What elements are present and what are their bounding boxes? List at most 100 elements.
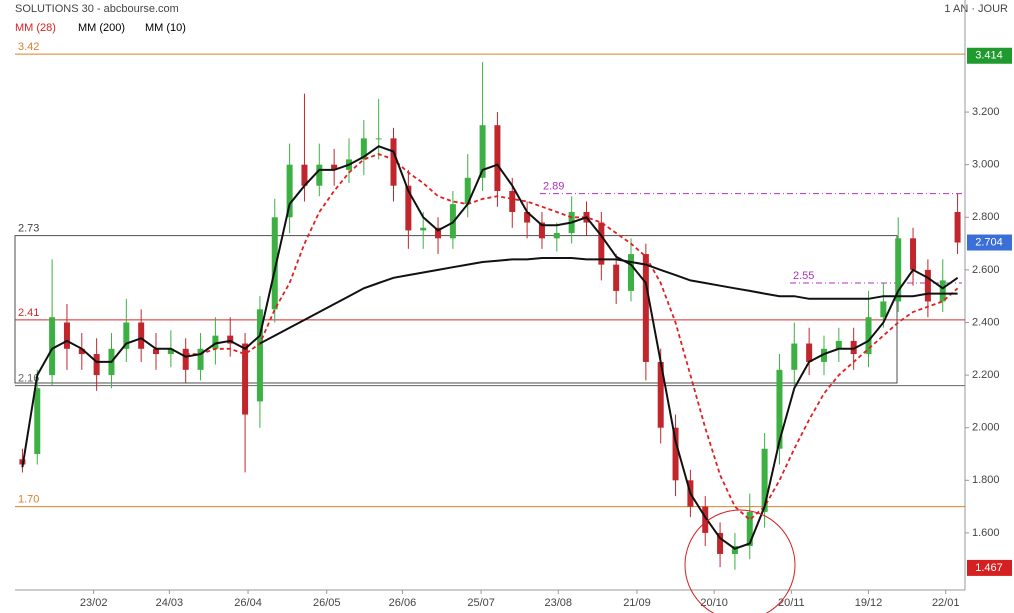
candle-body [271, 217, 278, 310]
candle-body [479, 125, 486, 178]
candle-body [746, 511, 753, 547]
candle-body [524, 212, 531, 223]
ma-line [21, 145, 959, 550]
candle-body [642, 254, 649, 362]
candle-body [227, 335, 234, 344]
level-label: 2.55 [793, 270, 814, 282]
candle-body [924, 269, 931, 302]
candle-body [895, 238, 902, 302]
level-label: 3.42 [18, 41, 39, 53]
x-tick-label: 25/07 [467, 597, 495, 609]
price-badge-label: 2.704 [975, 236, 1003, 248]
candle-body [731, 546, 738, 554]
candle-body [761, 448, 768, 512]
x-tick-label: 19/12 [855, 597, 883, 609]
candle-body [301, 164, 308, 186]
candle-body [954, 212, 961, 243]
candle-body [776, 369, 783, 449]
candle-body [509, 190, 516, 213]
candle-body [63, 322, 70, 349]
candle-body [331, 164, 338, 170]
candle-body [791, 343, 798, 370]
highlight-circle [684, 509, 796, 613]
candle-body [657, 361, 664, 428]
candle-body [464, 177, 471, 205]
period-label: 1 AN · JOUR [944, 3, 1008, 15]
y-tick-label: 2.000 [972, 422, 1000, 434]
level-label: 2.41 [18, 307, 39, 319]
range-box [14, 235, 898, 384]
legend-entry: MM (10) [145, 22, 186, 34]
x-tick-label: 24/03 [156, 597, 184, 609]
candle-body [390, 138, 397, 186]
candle-body [613, 264, 620, 291]
price-badge-label: 1.467 [975, 562, 1003, 574]
candle-body [256, 309, 263, 402]
x-tick-label: 23/02 [80, 597, 108, 609]
candle-body [806, 343, 813, 362]
y-tick-label: 1.600 [972, 527, 1000, 539]
x-tick-label: 20/11 [778, 597, 805, 609]
candle-body [865, 317, 872, 355]
level-label: 1.70 [18, 494, 39, 506]
candle-body [672, 427, 679, 481]
legend-entry: MM (28) [15, 22, 56, 34]
candle-body [49, 317, 56, 376]
y-tick-label: 1.800 [972, 474, 1000, 486]
candle-body [538, 222, 545, 239]
y-tick-label: 3.200 [972, 106, 1000, 118]
candle-body [820, 348, 827, 362]
legend-entry: MM (200) [78, 22, 125, 34]
candle-body [286, 164, 293, 218]
y-tick-label: 2.400 [972, 316, 1000, 328]
candle-body [182, 348, 189, 370]
candle-body [850, 340, 857, 355]
x-tick-label: 26/05 [313, 597, 341, 609]
candle-body [153, 348, 160, 355]
y-tick-label: 3.000 [972, 159, 1000, 171]
ma-line [259, 257, 958, 345]
candle-body [167, 348, 174, 355]
x-tick-label: 20/10 [700, 597, 728, 609]
x-tick-label: 21/09 [623, 597, 651, 609]
candle-body [702, 506, 709, 533]
x-tick-label: 26/06 [389, 597, 417, 609]
x-tick-label: 26/04 [234, 597, 262, 609]
candle-body [138, 322, 145, 349]
x-tick-label: 23/08 [545, 597, 573, 609]
price-badge [967, 47, 1012, 64]
candle-body [835, 340, 842, 349]
candle-body [360, 138, 367, 160]
candle-body [123, 322, 130, 349]
candle-body [34, 388, 41, 455]
candle-body [420, 227, 427, 231]
box-label: 2.73 [18, 223, 39, 235]
candle-body [939, 280, 946, 302]
price-badge-label: 3.414 [975, 50, 1003, 62]
candle-body [494, 125, 501, 191]
candle-body [910, 238, 917, 270]
y-tick-label: 2.800 [972, 211, 1000, 223]
level-label: 2.89 [543, 181, 564, 193]
candle-body [197, 348, 204, 370]
level-label: 2.16 [18, 373, 39, 385]
price-badge [967, 559, 1012, 576]
price-badge [967, 234, 1012, 251]
candle-body [375, 138, 382, 140]
candle-body [598, 222, 605, 265]
candle-body [242, 343, 249, 415]
candle-body [717, 532, 724, 554]
chart-title: SOLUTIONS 30 - abcbourse.com [15, 3, 179, 15]
ma-line [185, 153, 959, 522]
candle-body [316, 164, 323, 186]
candle-body [880, 301, 887, 318]
candle-body [212, 335, 219, 349]
candle-body [553, 233, 560, 239]
y-tick-label: 2.200 [972, 369, 1000, 381]
candle-body [93, 354, 100, 376]
candle-body [405, 185, 412, 231]
y-tick-label: 2.600 [972, 264, 1000, 276]
candle-body [628, 254, 635, 291]
x-tick-label: 22/01 [932, 597, 960, 609]
